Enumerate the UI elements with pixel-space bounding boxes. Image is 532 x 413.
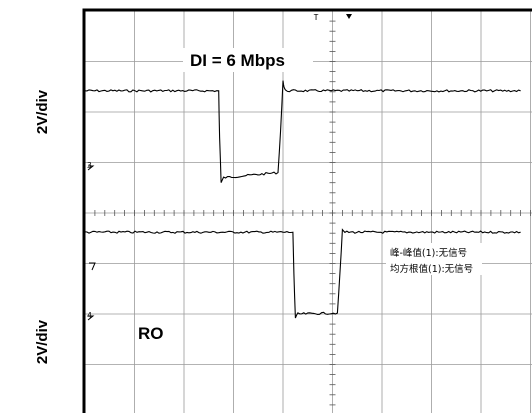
ref-level-marker (89, 262, 96, 271)
ch2-signal-label: RO (138, 324, 164, 343)
measurement-backdrop (386, 243, 482, 275)
ch1-scale-label: 2V/div (34, 89, 51, 134)
channel-1-trace (84, 80, 521, 183)
trigger-position-marker (346, 14, 352, 19)
measurement-rms: 均方根值(1):无信号 (390, 263, 473, 275)
traces (84, 80, 521, 319)
ch2-scale-label: 2V/div (34, 319, 51, 364)
ch1-ground-arrow (87, 165, 95, 171)
trigger-t-marker: T (314, 13, 319, 22)
plot-frame (82, 8, 532, 413)
channel-2-trace (84, 228, 521, 319)
ch2-ground-arrow (87, 315, 95, 321)
measurement-peak-to-peak: 峰-峰值(1):无信号 (390, 247, 467, 259)
ch1-signal-label: DI = 6 Mbps (190, 51, 285, 70)
ch1-label-backdrop (183, 48, 313, 72)
